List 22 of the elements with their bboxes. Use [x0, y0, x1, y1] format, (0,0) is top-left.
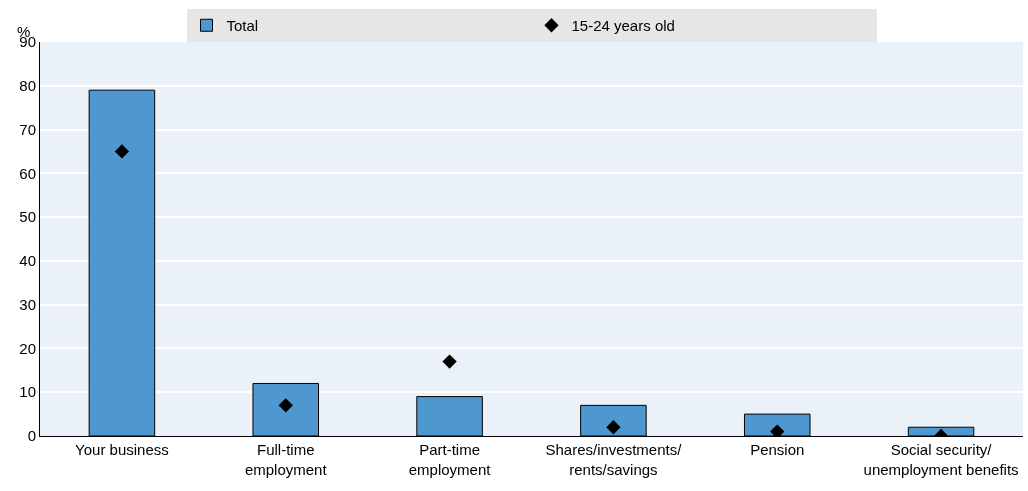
x-tick-label: Your business [75, 441, 169, 458]
legend-label: 15-24 years old [571, 17, 675, 35]
y-tick-label: 40 [19, 252, 36, 270]
y-tick-label: 60 [19, 164, 36, 182]
y-tick-label: 80 [19, 77, 36, 95]
y-tick-label: 10 [19, 383, 36, 401]
y-tick-label: 0 [27, 427, 36, 445]
point [114, 144, 130, 159]
x-tick-label: Shares/investments/ rents/savings [545, 441, 683, 478]
y-tick-label: 30 [19, 295, 36, 313]
x-tick-label: Full-time employment [244, 441, 328, 478]
x-tick-label: Pension [750, 441, 805, 458]
y-tick-label: 70 [19, 120, 36, 138]
point [770, 424, 785, 436]
point [278, 398, 293, 413]
x-tick-label: Social security/ unemployment benefits [863, 441, 1019, 478]
legend-label: Total [226, 17, 259, 35]
point [442, 354, 457, 369]
y-tick-label: 20 [19, 339, 36, 357]
y-tick-label: 50 [19, 208, 36, 226]
point [606, 420, 621, 435]
x-tick-label: Part-time employment [408, 441, 492, 478]
